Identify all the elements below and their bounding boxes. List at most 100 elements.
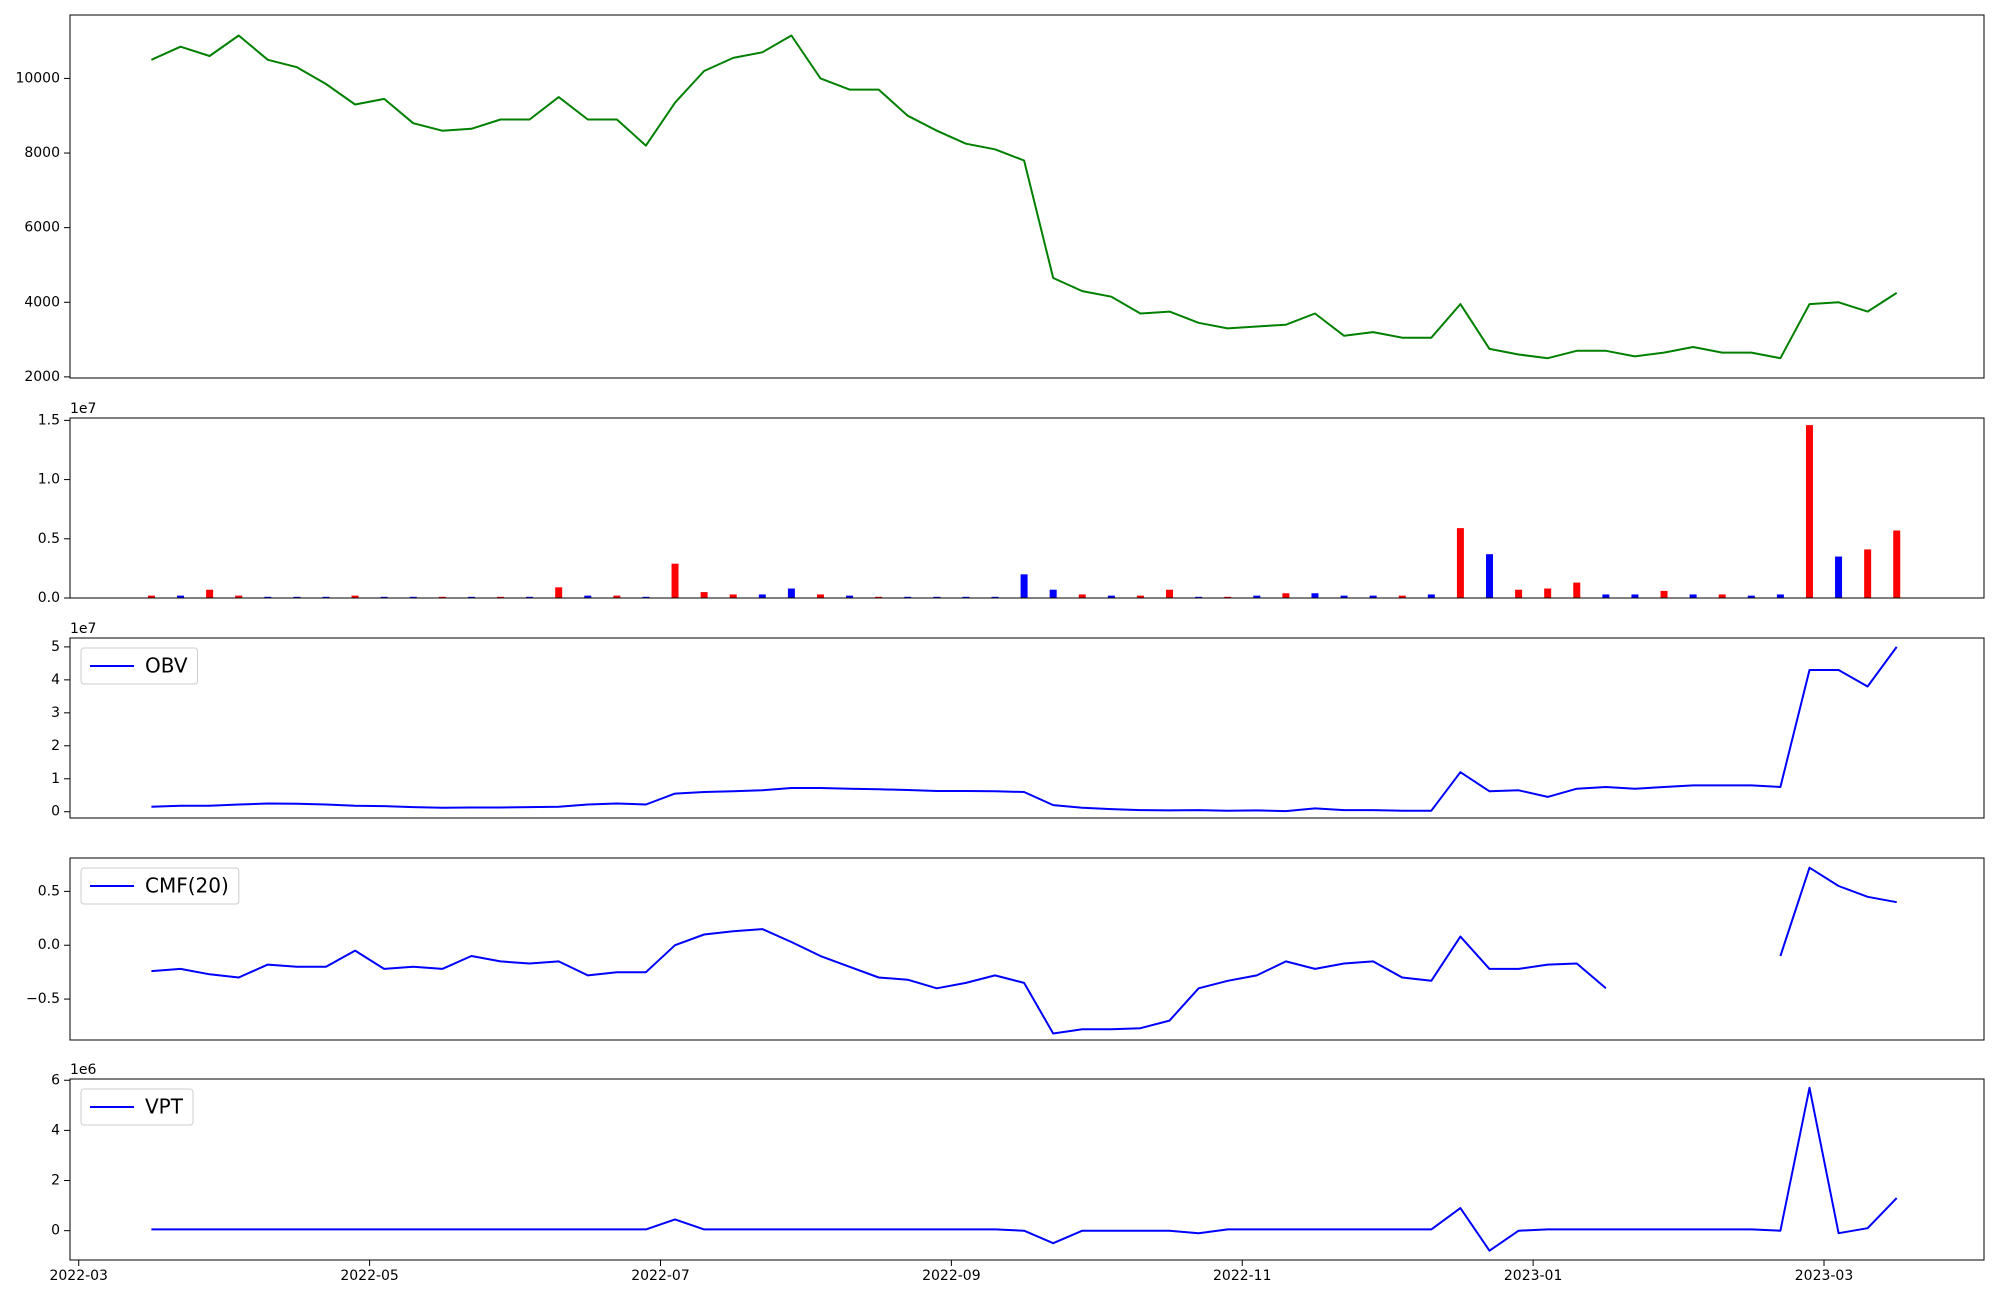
x-tick-label: 2022-05 — [340, 1268, 399, 1284]
x-tick-label: 2023-01 — [1504, 1268, 1563, 1284]
axes-frame — [69, 637, 1985, 819]
y-tick-label: −0.5 — [26, 991, 60, 1007]
bar — [991, 596, 999, 598]
legend-box — [80, 1088, 194, 1126]
bar — [875, 596, 883, 598]
y-tick-label: 6000 — [24, 220, 60, 236]
bar — [613, 595, 621, 598]
line — [151, 1086, 1898, 1252]
x-tick-label: 2022-03 — [49, 1268, 108, 1284]
bar — [351, 595, 359, 598]
bar — [555, 587, 563, 598]
y-tick-label: 2000 — [24, 369, 60, 385]
panel: 0 2 4 6 1e6 VPT 2022-03 2022-05 2022-07 2022-09 20… — [49, 1062, 1985, 1284]
legend: OBV — [80, 647, 199, 685]
bar — [322, 596, 330, 598]
y-tick-label: 0.0 — [38, 937, 60, 953]
y-tick-label: 8000 — [24, 145, 60, 161]
bar — [1311, 593, 1319, 598]
y-tick-label: 4 — [51, 1122, 60, 1138]
legend-box — [80, 867, 240, 905]
bar — [1398, 595, 1406, 598]
bar — [1020, 574, 1028, 598]
y-tick-label: 4000 — [24, 294, 60, 310]
legend-label: CMF(20) — [145, 874, 229, 898]
legend: VPT — [80, 1088, 194, 1126]
bar — [1776, 594, 1784, 598]
bar — [1195, 596, 1203, 598]
bar — [1747, 595, 1755, 598]
bar — [264, 596, 272, 598]
legend-box — [80, 647, 199, 685]
bar — [1340, 595, 1348, 598]
bar — [409, 596, 417, 598]
y-tick-label: 0 — [51, 804, 60, 820]
bar — [1864, 549, 1872, 598]
line — [150, 34, 1898, 360]
bar — [1486, 554, 1494, 598]
y-tick-label: 2 — [51, 1173, 60, 1189]
panel: 0.0 0.5 1.0 1.5 1e7 — [38, 401, 1985, 606]
y-tick-label: 1.0 — [38, 472, 60, 488]
bar — [206, 589, 214, 598]
bar — [904, 596, 912, 598]
bar — [147, 595, 155, 598]
legend: CMF(20) — [80, 867, 240, 905]
line — [151, 866, 1897, 1035]
bar — [1835, 556, 1843, 598]
bar — [1282, 593, 1290, 598]
axes-frame — [69, 1078, 1985, 1261]
y-tick-label: 10000 — [15, 70, 60, 86]
bar — [642, 596, 650, 598]
y-tick-label: 0.5 — [38, 883, 60, 899]
bar — [526, 596, 534, 598]
y-tick-label: 5 — [51, 639, 60, 655]
bar — [816, 594, 824, 598]
y-tick-label: 1 — [51, 771, 60, 787]
bar — [671, 563, 679, 598]
bar — [438, 596, 446, 598]
bar — [1136, 595, 1144, 598]
y-tick-label: 6 — [51, 1072, 60, 1088]
bar — [497, 596, 505, 598]
legend-label: OBV — [145, 654, 188, 678]
bar — [1573, 582, 1581, 598]
bar — [584, 595, 592, 598]
bar — [1631, 594, 1639, 598]
bar — [1224, 596, 1232, 598]
bar — [1456, 528, 1464, 598]
axes-frame — [69, 857, 1985, 1041]
y-tick-label: 0 — [51, 1223, 60, 1239]
x-tick-label: 2023-03 — [1795, 1268, 1854, 1284]
bar — [235, 595, 243, 598]
bar — [1166, 589, 1174, 598]
offset-text: 1e6 — [70, 1062, 97, 1078]
bar — [1369, 595, 1377, 598]
bar — [1602, 594, 1610, 598]
bar — [729, 594, 737, 598]
x-tick-label: 2022-11 — [1213, 1268, 1272, 1284]
axes-frame — [69, 417, 1985, 599]
bar — [846, 595, 854, 598]
y-tick-label: 0.0 — [38, 590, 60, 606]
bar — [1253, 595, 1261, 598]
bar — [1427, 594, 1435, 598]
bar — [380, 596, 388, 598]
bar — [1805, 425, 1813, 598]
bar — [467, 596, 475, 598]
bar — [1515, 589, 1523, 598]
bar — [933, 596, 941, 598]
offset-text: 1e7 — [70, 621, 96, 637]
y-tick-label: 3 — [51, 705, 60, 721]
bar — [1718, 594, 1726, 598]
y-tick-label: 2 — [51, 738, 60, 754]
bar — [1893, 530, 1901, 598]
bar — [758, 594, 766, 598]
bar — [1544, 588, 1552, 598]
panel: 0 1 2 3 4 5 1e7 OBV — [51, 621, 1985, 820]
bar — [177, 595, 185, 598]
legend-label: VPT — [145, 1095, 184, 1119]
bar — [700, 592, 708, 598]
line — [151, 646, 1898, 813]
